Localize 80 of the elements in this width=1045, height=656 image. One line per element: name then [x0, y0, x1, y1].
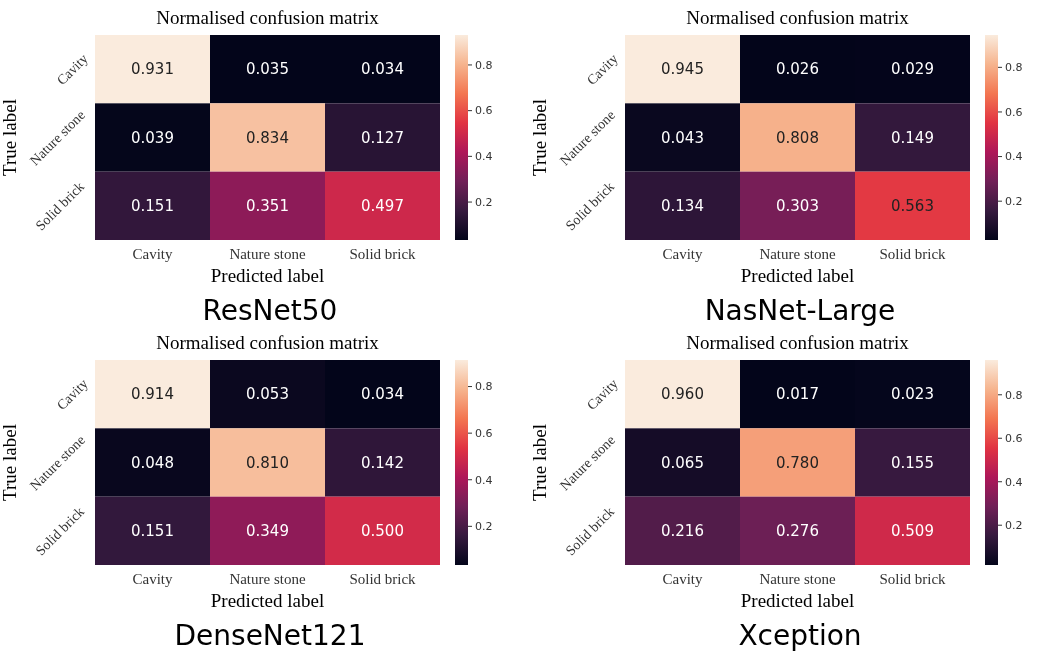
color-bar-label: 0.6 [1005, 105, 1023, 119]
color-bar-label: 0.4 [1005, 150, 1023, 164]
data-label: 0.945 [661, 60, 704, 79]
color-bar-label: 0.6 [1005, 432, 1023, 446]
x-axis-title: Predicted label [740, 265, 855, 286]
data-label: 0.500 [361, 522, 404, 541]
data-label: 0.065 [661, 453, 704, 472]
color-bar-label: 0.6 [475, 104, 493, 118]
color-bar-label: 0.8 [475, 58, 493, 72]
data-label: 0.960 [661, 385, 704, 404]
data-label: 0.349 [246, 522, 289, 541]
data-label: 0.151 [131, 522, 174, 541]
chart-title: Normalised confusion matrix [686, 332, 910, 353]
x-axis-title: Predicted label [210, 265, 325, 286]
data-label: 0.026 [776, 60, 819, 79]
data-label: 0.029 [891, 60, 934, 79]
color-bar-label: 0.8 [1005, 61, 1023, 75]
text: DenseNet121 [174, 619, 366, 652]
color-bar-label: 0.4 [1005, 475, 1023, 489]
x-tick-label: Nature stone [759, 571, 836, 587]
text: Xception [738, 619, 862, 652]
data-label: 0.303 [776, 197, 819, 216]
x-axis-title: Predicted label [210, 590, 325, 611]
data-label: 0.808 [776, 128, 819, 147]
chart-title: Normalised confusion matrix [156, 7, 380, 28]
data-label: 0.276 [776, 522, 819, 541]
x-tick-label: Solid brick [879, 571, 947, 587]
x-tick-label: Cavity [132, 246, 173, 262]
chart-title: Normalised confusion matrix [156, 332, 380, 353]
data-label: 0.931 [131, 60, 174, 79]
chart-title: Normalised confusion matrix [686, 7, 910, 28]
x-tick-label: Solid brick [879, 246, 947, 262]
x-tick-label: Solid brick [349, 571, 417, 587]
data-label: 0.149 [891, 128, 934, 147]
y-axis-title: True label [529, 424, 550, 501]
data-label: 0.834 [246, 128, 289, 147]
data-label: 0.155 [891, 453, 934, 472]
data-label: 0.351 [246, 197, 289, 216]
data-label: 0.034 [361, 60, 404, 79]
y-axis-title: True label [529, 99, 550, 176]
data-label: 0.035 [246, 60, 289, 79]
data-label: 0.810 [246, 453, 289, 472]
text: ResNet50 [202, 294, 338, 327]
color-bar-label: 0.4 [475, 473, 493, 487]
data-label: 0.509 [891, 522, 934, 541]
color-bar-label: 0.6 [475, 427, 493, 440]
color-bar-label: 0.4 [475, 150, 493, 164]
y-axis-title: True label [0, 99, 20, 176]
x-tick-label: Cavity [662, 246, 703, 262]
x-tick-label: Nature stone [229, 571, 306, 587]
color-bar-label: 0.8 [1005, 388, 1023, 402]
data-label: 0.017 [776, 385, 819, 404]
data-label: 0.023 [891, 385, 934, 404]
data-label: 0.914 [131, 385, 174, 404]
data-label: 0.142 [361, 453, 404, 472]
color-bar-label: 0.2 [475, 520, 493, 534]
data-label: 0.043 [661, 128, 704, 147]
x-tick-label: Solid brick [349, 246, 417, 262]
data-label: 0.134 [661, 197, 704, 216]
data-label: 0.151 [131, 197, 174, 216]
color-bar-label: 0.8 [475, 380, 493, 394]
color-bar-label: 0.2 [1005, 519, 1023, 533]
text: NasNet-Large [704, 294, 896, 327]
color-bar-label: 0.2 [1005, 195, 1023, 209]
x-axis-title: Predicted label [740, 590, 855, 611]
y-axis-title: True label [0, 424, 20, 501]
data-label: 0.053 [246, 385, 289, 404]
data-label: 0.048 [131, 453, 174, 472]
x-tick-label: Cavity [132, 571, 173, 587]
x-tick-label: Nature stone [759, 246, 836, 262]
data-label: 0.497 [361, 197, 404, 216]
x-tick-label: Cavity [662, 571, 703, 587]
data-label: 0.127 [361, 128, 404, 147]
x-tick-label: Nature stone [229, 246, 306, 262]
data-label: 0.039 [131, 128, 174, 147]
color-bar-label: 0.2 [475, 195, 493, 209]
data-label: 0.563 [891, 197, 934, 216]
data-label: 0.216 [661, 522, 704, 541]
data-label: 0.780 [776, 453, 819, 472]
data-label: 0.034 [361, 385, 404, 404]
